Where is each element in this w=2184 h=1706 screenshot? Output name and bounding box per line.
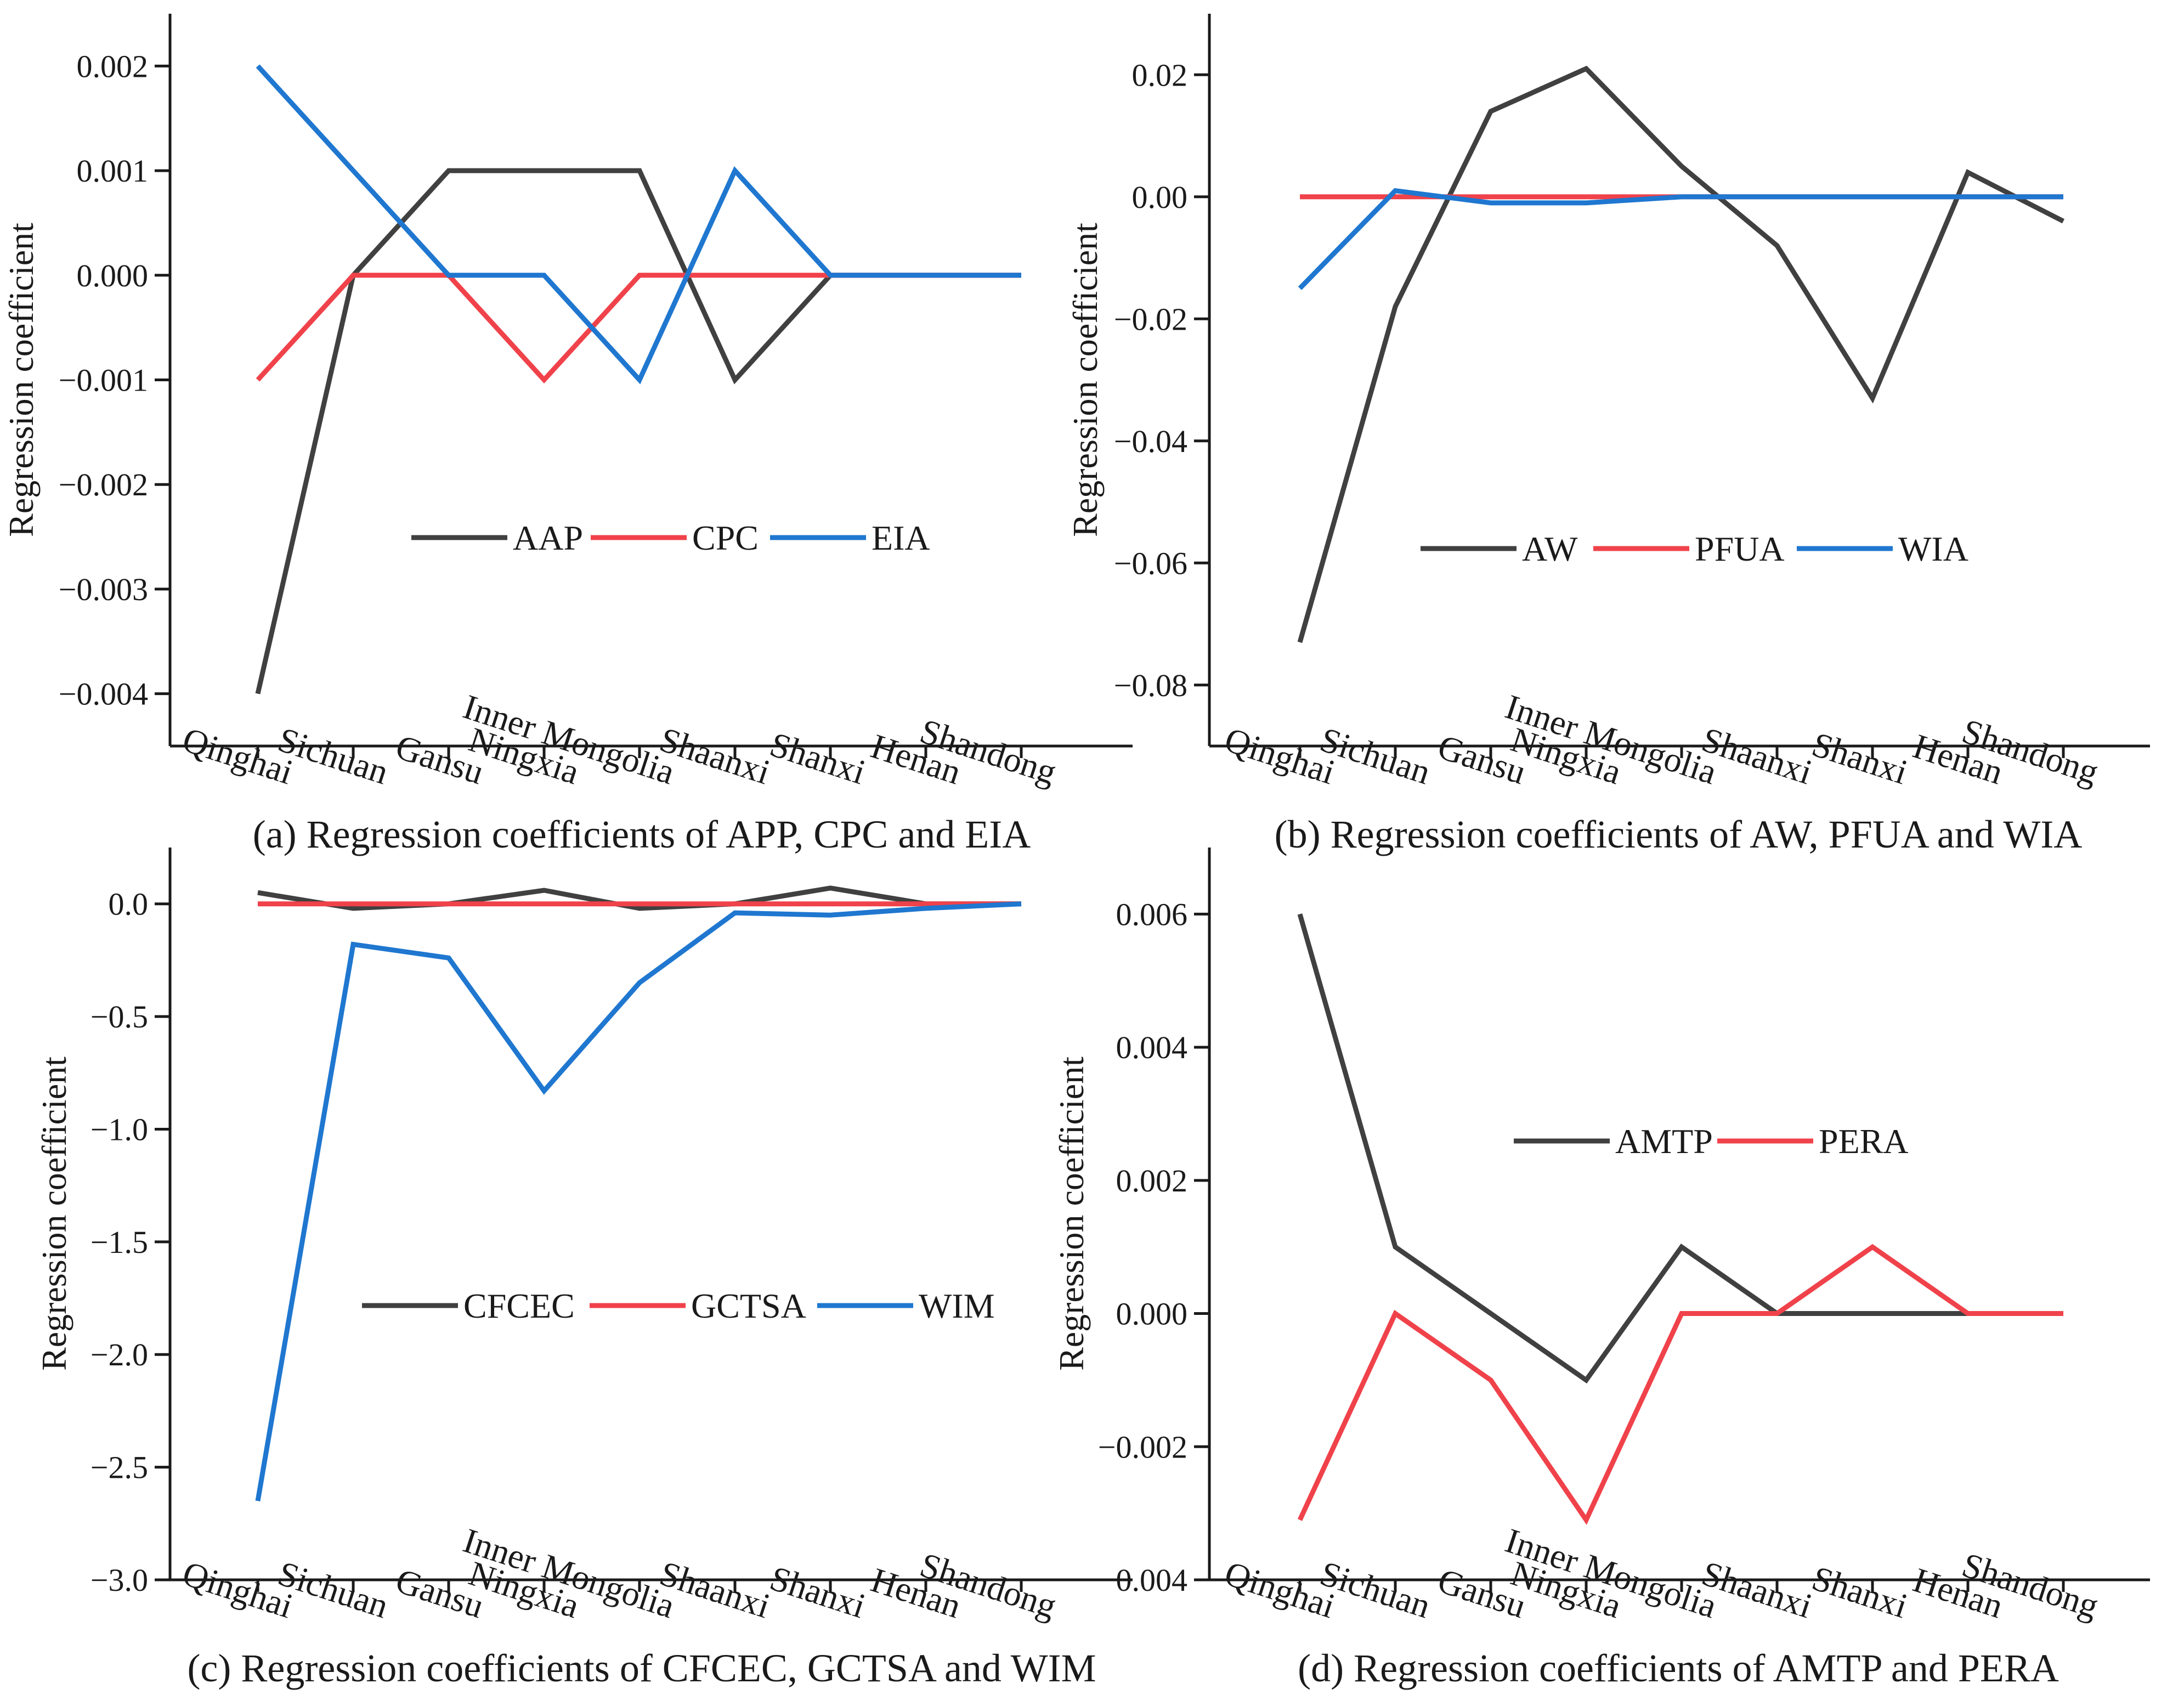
x-tick-label-shaanxi: Shaanxi bbox=[1698, 1554, 1817, 1625]
y-tick-label: 0.002 bbox=[77, 48, 149, 84]
y-tick-label: −1.5 bbox=[90, 1224, 148, 1260]
panel-a: 0.0020.0010.000−0.001−0.002−0.003−0.004Q… bbox=[2, 14, 1133, 856]
y-tick-label: −0.08 bbox=[1114, 668, 1187, 703]
x-tick-label-shaanxi: Shaanxi bbox=[655, 720, 775, 792]
series-line-cfcec bbox=[257, 885, 1021, 911]
y-tick-label: 0.001 bbox=[77, 153, 149, 189]
legend-label-pera: PERA bbox=[1819, 1122, 1909, 1161]
legend-label-cpc: CPC bbox=[692, 518, 759, 557]
legend-label-wia: WIA bbox=[1898, 529, 1968, 568]
y-tick-label: 0.0 bbox=[109, 886, 149, 922]
legend-label-aap: AAP bbox=[513, 518, 583, 557]
y-tick-label: 0.02 bbox=[1132, 57, 1188, 93]
y-axis-title: Regression coefficient bbox=[35, 1057, 73, 1371]
series-line-cpc bbox=[256, 273, 1021, 384]
y-tick-label: 0.006 bbox=[1116, 896, 1188, 932]
x-tick-label-shaanxi: Shaanxi bbox=[1698, 720, 1817, 792]
series-line-wia bbox=[1298, 188, 2063, 290]
y-tick-label: −0.001 bbox=[59, 363, 148, 398]
legend-label-aw: AW bbox=[1522, 529, 1578, 568]
x-tick-label-sichuan: Sichuan bbox=[1316, 720, 1435, 792]
y-tick-label: 0.000 bbox=[1116, 1296, 1188, 1332]
y-tick-label: −0.002 bbox=[1098, 1429, 1187, 1465]
y-axis-title: Regression coefficient bbox=[1052, 1057, 1091, 1371]
panel-b: 0.020.00−0.02−0.04−0.06−0.08QinghaiSichu… bbox=[1066, 14, 2150, 856]
legend-label-cfcec: CFCEC bbox=[463, 1286, 575, 1325]
y-tick-label: −1.0 bbox=[90, 1111, 148, 1147]
y-tick-label: −2.0 bbox=[90, 1337, 148, 1372]
y-axis-title: Regression coefficient bbox=[1066, 223, 1105, 537]
x-tick-label-shaanxi: Shaanxi bbox=[655, 1554, 775, 1625]
legend-label-gctsa: GCTSA bbox=[691, 1286, 806, 1325]
x-tick-label-sichuan: Sichuan bbox=[1316, 1554, 1435, 1625]
series-line-aap bbox=[255, 168, 1021, 694]
x-tick-label-sichuan: Sichuan bbox=[274, 720, 393, 792]
panel-caption: (a) Regression coefficients of APP, CPC … bbox=[253, 812, 1031, 856]
x-tick-label-shanxi: Shanxi bbox=[1808, 1558, 1913, 1625]
x-tick-label-shanxi: Shanxi bbox=[766, 1558, 870, 1625]
y-tick-label: 0.004 bbox=[1116, 1030, 1188, 1065]
y-tick-label: −0.04 bbox=[1114, 423, 1187, 459]
x-tick-label-shanxi: Shanxi bbox=[1808, 725, 1913, 792]
panel-caption: (c) Regression coefficients of CFCEC, GC… bbox=[187, 1646, 1096, 1690]
x-tick-label-shanxi: Shanxi bbox=[766, 725, 870, 792]
y-tick-label: −0.003 bbox=[59, 572, 148, 607]
series-line-aw bbox=[1297, 65, 2065, 643]
legend-label-eia: EIA bbox=[872, 518, 930, 557]
y-tick-label: −2.5 bbox=[90, 1450, 148, 1485]
panel-caption: (b) Regression coefficients of AW, PFUA … bbox=[1275, 812, 2083, 856]
panel-c: 0.0−0.5−1.0−1.5−2.0−2.5−3.0 QinghaiSichua… bbox=[35, 848, 1133, 1690]
series-line-amtp bbox=[1297, 913, 2063, 1384]
panel-caption: (d) Regression coefficients of AMTP and … bbox=[1298, 1646, 2059, 1690]
y-tick-label: −0.004 bbox=[1098, 1562, 1187, 1598]
legend-label-wim: WIM bbox=[919, 1286, 995, 1325]
y-tick-label: 0.00 bbox=[1132, 179, 1188, 215]
y-tick-label: −0.02 bbox=[1114, 301, 1187, 337]
legend-label-amtp: AMTP bbox=[1615, 1122, 1713, 1161]
y-tick-label: −0.5 bbox=[90, 999, 148, 1035]
y-tick-label: 0.002 bbox=[1116, 1163, 1188, 1199]
y-tick-label: −3.0 bbox=[90, 1562, 148, 1598]
series-line-wim bbox=[255, 901, 1022, 1501]
y-tick-label: −0.06 bbox=[1114, 545, 1187, 581]
y-tick-label: −0.002 bbox=[59, 467, 148, 502]
x-tick-label-sichuan: Sichuan bbox=[274, 1554, 393, 1625]
series-line-eia bbox=[256, 64, 1021, 385]
y-axis-title: Regression coefficient bbox=[2, 223, 41, 537]
series-line-pera bbox=[1297, 1244, 2063, 1525]
legend-label-pfua: PFUA bbox=[1695, 529, 1785, 568]
y-tick-label: 0.000 bbox=[77, 258, 149, 293]
y-tick-label: −0.004 bbox=[59, 676, 148, 712]
